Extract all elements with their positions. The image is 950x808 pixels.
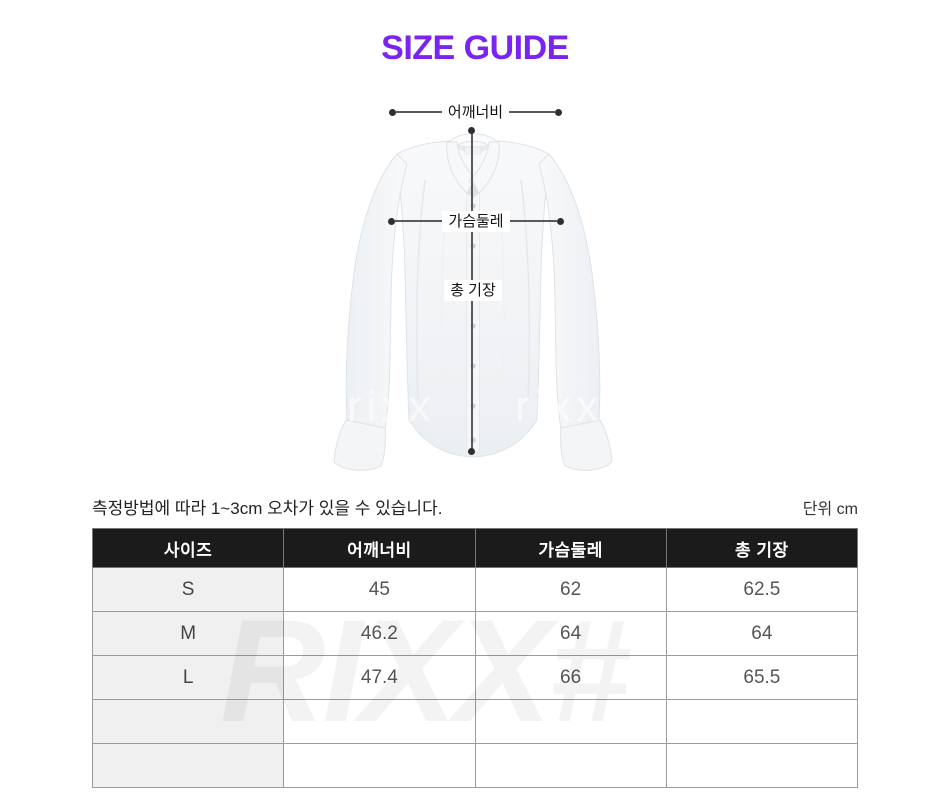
size-cell: L	[91, 655, 285, 700]
shoulder-measure: 어깨너비	[389, 101, 563, 123]
chest-measure: 가슴둘레	[388, 210, 565, 232]
shirt-watermark: rixx	[515, 382, 604, 431]
measure-line	[509, 220, 558, 222]
value-cell: 45	[283, 567, 476, 612]
table-header-cell: 총 기장	[665, 528, 859, 568]
size-cell	[91, 699, 285, 744]
measure-line	[396, 111, 442, 113]
value-cell: 66	[474, 655, 667, 700]
value-cell	[665, 699, 859, 744]
measure-dot-icon	[468, 127, 475, 134]
table-header-cell: 사이즈	[91, 528, 285, 568]
value-cell: 64	[474, 611, 667, 656]
chest-width-label: 가슴둘레	[442, 210, 510, 232]
value-cell	[283, 699, 476, 744]
measure-line	[395, 220, 443, 222]
total-length-label: 총 기장	[444, 280, 502, 301]
size-table-wrap: 사이즈 어깨너비 가슴둘레 총 기장 S 45 62 62.5 M 46.2 64 64 L 47.4 6…	[91, 528, 859, 788]
value-cell: 47.4	[283, 655, 476, 700]
value-cell	[665, 743, 859, 788]
shirt-image	[333, 133, 613, 471]
measure-dot-icon	[388, 217, 395, 225]
value-cell	[283, 743, 476, 788]
measure-dot-icon	[555, 108, 563, 116]
value-cell: 64	[665, 611, 859, 656]
value-cell: 62	[474, 567, 667, 612]
unit-label: 단위 cm	[802, 501, 858, 518]
table-row: M 46.2 64 64	[91, 611, 859, 656]
measure-line	[509, 111, 556, 113]
value-cell: 65.5	[665, 655, 859, 700]
shoulder-width-label: 어깨너비	[441, 101, 510, 123]
value-cell: 62.5	[665, 567, 859, 612]
table-row	[91, 743, 859, 788]
table-row: L 47.4 66 65.5	[91, 655, 859, 700]
size-table: 사이즈 어깨너비 가슴둘레 총 기장 S 45 62 62.5 M 46.2 64 64 L 47.4 6…	[91, 528, 859, 788]
value-cell	[474, 699, 667, 744]
shirt-watermark: rixx	[347, 382, 436, 431]
table-header-cell: 어깨너비	[283, 528, 476, 568]
size-cell	[91, 743, 285, 788]
measure-dot-icon	[557, 217, 565, 225]
tolerance-note: 측정방법에 따라 1~3cm 오차가 있을 수 있습니다.	[92, 499, 443, 518]
table-row	[91, 699, 859, 744]
value-cell	[474, 743, 667, 788]
table-row: S 45 62 62.5	[91, 567, 859, 612]
page-title: SIZE GUIDE	[381, 29, 569, 67]
size-cell: M	[91, 611, 285, 656]
table-caption-row: 측정방법에 따라 1~3cm 오차가 있을 수 있습니다. 단위 cm	[92, 494, 858, 519]
table-header-row: 사이즈 어깨너비 가슴둘레 총 기장	[91, 528, 859, 568]
shirt-figure: 어깨너비	[0, 88, 950, 480]
measure-dot-icon	[389, 108, 396, 116]
measure-dot-icon	[468, 448, 475, 455]
size-table-body: S 45 62 62.5 M 46.2 64 64 L 47.4 66 65.5	[91, 567, 859, 788]
table-header-cell: 가슴둘레	[474, 528, 667, 568]
value-cell: 46.2	[283, 611, 476, 656]
size-cell: S	[91, 567, 285, 612]
